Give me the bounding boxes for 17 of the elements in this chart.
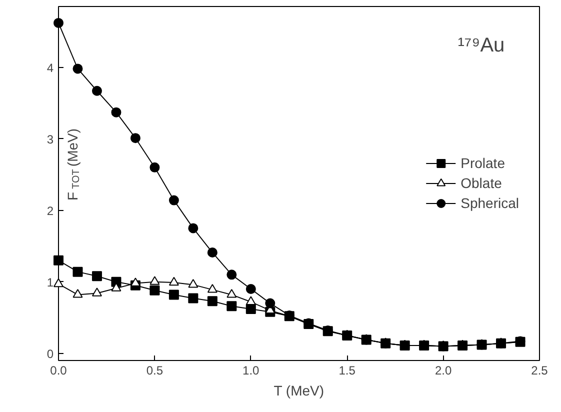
legend-label: Spherical [460,195,519,211]
y-tick-label: 1 [46,275,54,290]
x-tick-label: 0.0 [50,364,68,378]
x-tick-label: 1.0 [242,364,260,378]
y-axis-title: FTOT (MeV) [64,128,82,200]
y-tick-label: 3 [46,132,54,146]
y-tick-label: 2 [46,204,54,218]
legend-label: Prolate [460,155,505,171]
y-tick-label: 0 [46,346,54,361]
x-tick-label: 2.0 [434,364,452,378]
annotation: ¹⁷⁹Au [458,34,505,57]
y-tick-label: 4 [46,60,54,75]
x-tick-label: 2.5 [531,364,548,378]
x-axis-title: T (MeV) [274,382,324,398]
x-tick-label: 0.5 [146,364,164,378]
x-tick-label: 1.5 [338,364,356,378]
legend-label: Oblate [460,175,502,191]
